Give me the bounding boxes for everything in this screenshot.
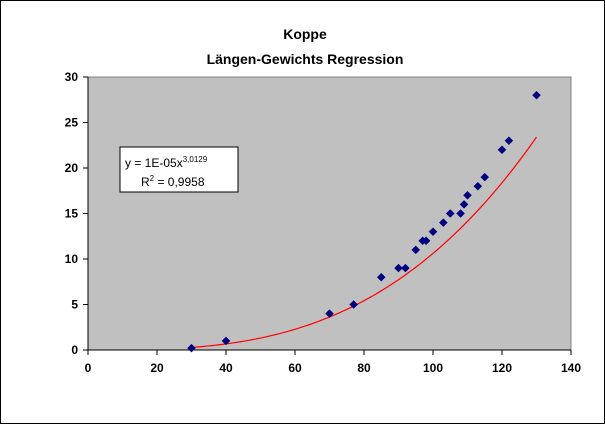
x-axis-ticks: 0 20 40 60 80 100 120 140 <box>85 350 581 375</box>
y-axis-ticks: 0 5 10 15 20 25 30 <box>65 70 88 357</box>
x-tick-label: 80 <box>357 361 371 375</box>
data-point <box>376 272 386 282</box>
data-point <box>187 343 196 353</box>
data-point <box>480 172 490 182</box>
y-tick-label: 20 <box>65 161 79 175</box>
y-tick-label: 5 <box>71 298 78 312</box>
y-tick-label: 15 <box>65 207 79 221</box>
data-point <box>497 145 507 155</box>
data-point <box>325 309 334 318</box>
data-point <box>532 90 541 100</box>
trendline-equation-prefix: y = 1E-05x <box>125 156 183 170</box>
data-point <box>438 218 448 227</box>
trendline-equation: y = 1E-05x3,0129 <box>125 155 208 170</box>
x-tick-label: 140 <box>561 361 581 375</box>
r-squared-value: = 0,9958 <box>154 175 205 189</box>
y-tick-label: 10 <box>65 252 79 266</box>
r-squared-prefix: R <box>141 175 150 189</box>
trendline <box>191 136 537 349</box>
data-point <box>473 181 483 191</box>
y-tick-label: 25 <box>65 116 79 130</box>
trendline-equation-exponent: 3,0129 <box>183 155 208 164</box>
equation-box-border <box>119 146 239 193</box>
data-point <box>421 236 431 246</box>
chart-subtitle: Längen-Gewichts Regression <box>207 51 404 67</box>
data-point <box>463 190 472 200</box>
data-point <box>394 263 403 273</box>
data-points <box>187 90 541 353</box>
plot-area <box>87 76 572 351</box>
x-tick-label: 40 <box>219 361 233 375</box>
trendline-equation-box: y = 1E-05x3,0129 R2 = 0,9958 <box>119 146 239 193</box>
r-squared-label: R2 = 0,9958 <box>141 174 205 189</box>
data-point <box>456 209 465 218</box>
x-tick-label: 100 <box>423 361 443 375</box>
data-point <box>411 245 421 255</box>
x-tick-label: 0 <box>85 361 92 375</box>
x-tick-label: 20 <box>150 361 164 375</box>
data-point <box>459 200 469 209</box>
chart-title: Koppe <box>283 26 327 42</box>
data-point <box>428 227 438 237</box>
x-tick-label: 120 <box>492 361 512 375</box>
data-point <box>445 209 455 218</box>
data-point <box>221 336 231 346</box>
data-point <box>401 263 410 273</box>
y-tick-label: 30 <box>65 70 79 84</box>
data-point <box>349 300 359 309</box>
data-point <box>504 136 514 146</box>
x-tick-label: 60 <box>288 361 302 375</box>
y-tick-label: 0 <box>71 343 78 357</box>
r-squared-exponent: 2 <box>150 174 155 183</box>
